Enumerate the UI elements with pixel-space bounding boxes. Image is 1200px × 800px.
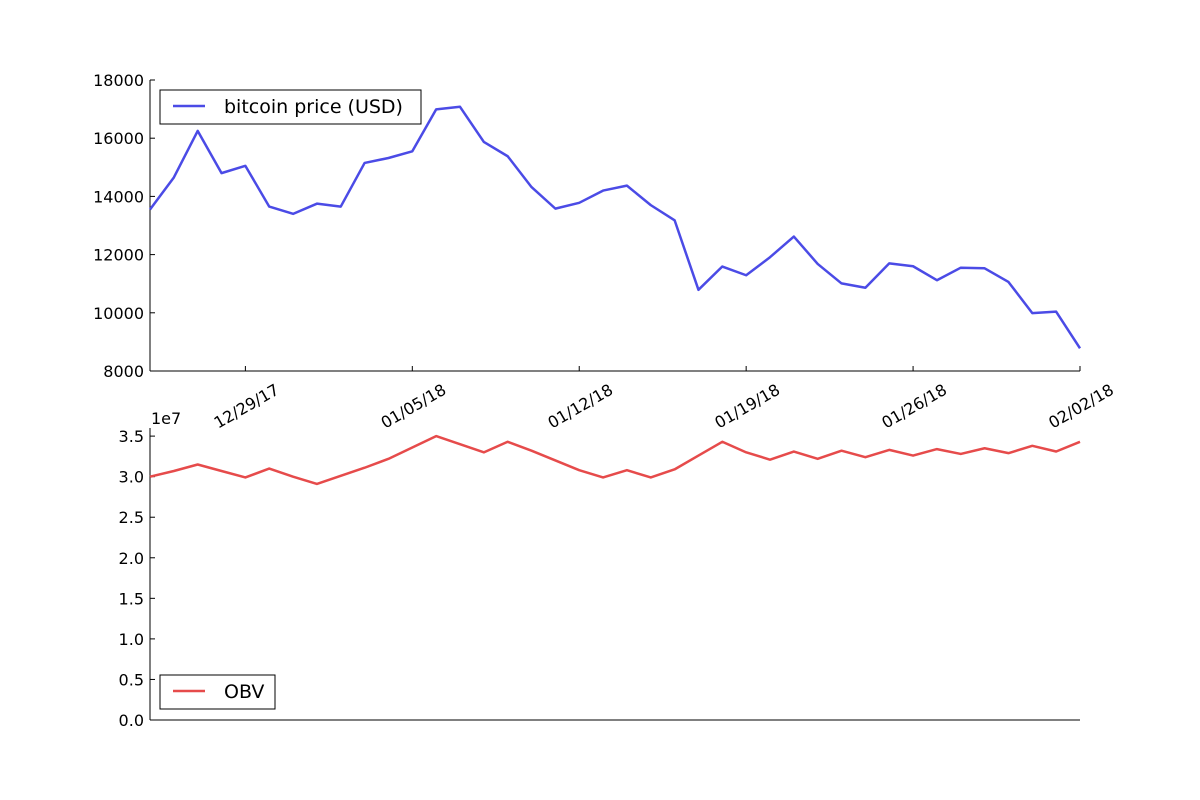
price-y-tick-label: 10000 bbox=[93, 304, 144, 323]
price-legend: bitcoin price (USD) bbox=[159, 89, 422, 125]
price-series-line bbox=[148, 105, 1082, 349]
price-y-tick-label: 14000 bbox=[93, 187, 144, 206]
obv-y-tick-label: 2.5 bbox=[119, 508, 144, 527]
price-x-tick-label: 01/26/18 bbox=[878, 380, 950, 432]
price-y-tick-label: 16000 bbox=[93, 129, 144, 148]
price-x-ticks: 12/29/17 01/05/18 01/12/18 01/19/18 01/26/18… bbox=[211, 366, 1117, 432]
obv-y-tick-label: 3.0 bbox=[119, 468, 144, 487]
obv-legend-label: OBV bbox=[224, 681, 264, 703]
obv-y-tick-label: 3.5 bbox=[119, 427, 144, 446]
obv-legend: OBV bbox=[159, 674, 276, 710]
price-y-tick-label: 12000 bbox=[93, 246, 144, 265]
obv-y-tick-label: 1.0 bbox=[119, 630, 144, 649]
price-x-tick-label: 01/05/18 bbox=[378, 380, 450, 432]
obv-y-tick-label: 2.0 bbox=[119, 549, 144, 568]
price-legend-label: bitcoin price (USD) bbox=[224, 96, 403, 118]
obv-y-tick-label: 1.5 bbox=[119, 589, 144, 608]
price-x-tick-label: 12/29/17 bbox=[211, 380, 283, 432]
price-y-tick-label: 8000 bbox=[103, 362, 144, 381]
obv-y-tick-label: 0.5 bbox=[119, 670, 144, 689]
price-panel: 8000 10000 12000 14000 16000 18000 12/29/17 01… bbox=[93, 71, 1117, 432]
price-y-tick-label: 18000 bbox=[93, 71, 144, 90]
obv-y-tick-label: 0.0 bbox=[119, 711, 144, 730]
obv-offset-label: 1e7 bbox=[151, 409, 181, 428]
price-x-tick-label: 02/02/18 bbox=[1045, 380, 1117, 432]
price-x-tick-label: 01/12/18 bbox=[544, 380, 616, 432]
obv-series-line bbox=[149, 434, 1081, 486]
obv-panel: 1e7 0.0 0.5 1.0 1.5 2.0 2.5 3.0 3.5 OBV bbox=[119, 409, 1081, 730]
price-y-ticks: 8000 10000 12000 14000 16000 18000 bbox=[93, 71, 155, 381]
price-x-tick-label: 01/19/18 bbox=[711, 380, 783, 432]
obv-y-ticks: 0.0 0.5 1.0 1.5 2.0 2.5 3.0 3.5 bbox=[119, 427, 155, 730]
